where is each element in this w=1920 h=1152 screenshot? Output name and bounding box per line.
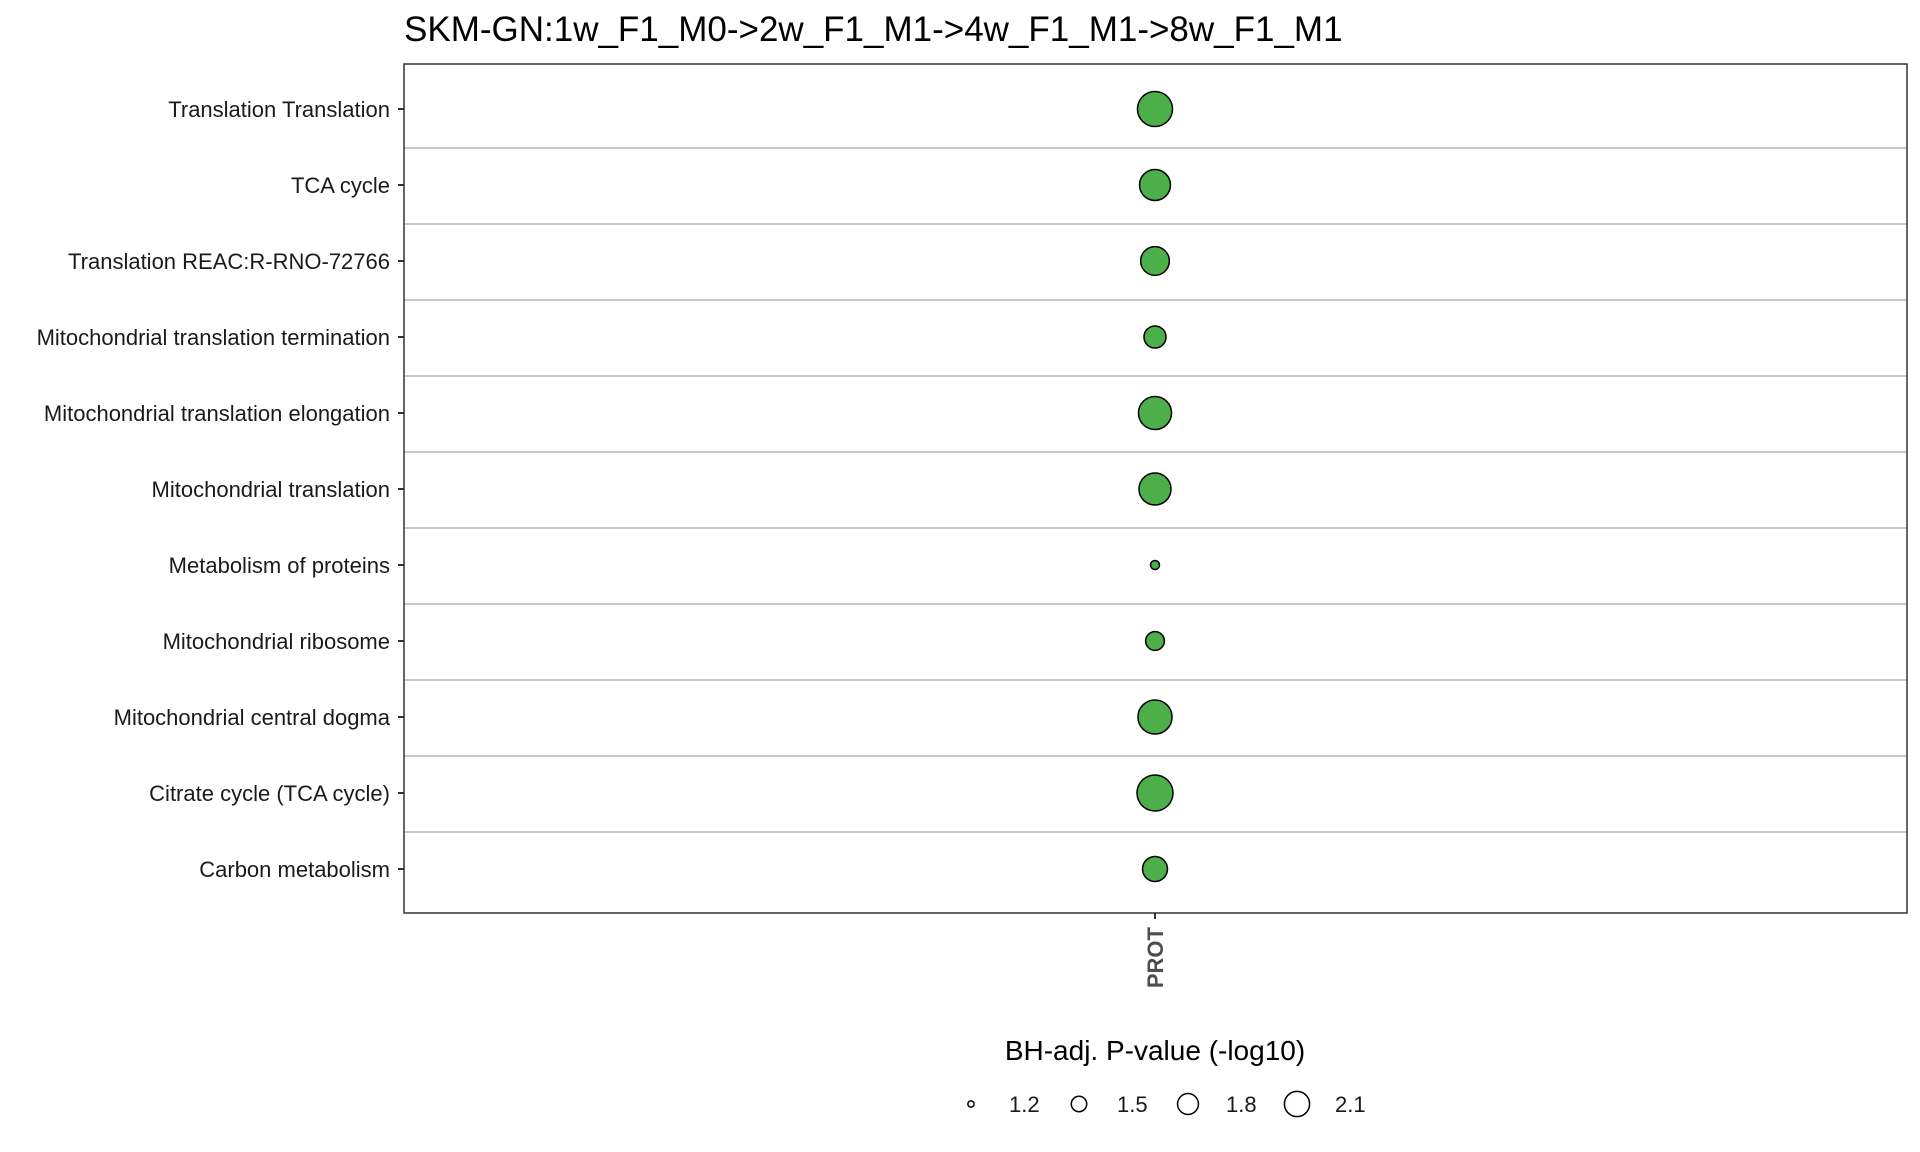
data-point	[1143, 325, 1167, 349]
legend-key	[967, 1100, 975, 1108]
data-point	[1136, 90, 1174, 128]
x-axis: PROT	[1143, 913, 1168, 988]
legend-label: 2.1	[1335, 1092, 1366, 1117]
data-point	[1139, 245, 1171, 277]
data-point	[1149, 559, 1161, 571]
legend-label: 1.5	[1117, 1092, 1148, 1117]
y-tick-label: Citrate cycle (TCA cycle)	[149, 781, 390, 806]
legend-key	[1070, 1095, 1088, 1113]
data-point	[1137, 699, 1173, 735]
legend-label: 1.8	[1226, 1092, 1257, 1117]
data-points	[1136, 90, 1174, 883]
chart-title: SKM-GN:1w_F1_M0->2w_F1_M1->4w_F1_M1->8w_…	[404, 10, 1343, 49]
legend-key	[1176, 1092, 1200, 1116]
y-tick-label: Mitochondrial translation	[152, 477, 390, 502]
legend-key	[1283, 1090, 1311, 1118]
size-legend: BH-adj. P-value (-log10) 1.2 1.5 1.8 2.1	[967, 1035, 1366, 1118]
y-tick-label: TCA cycle	[291, 173, 390, 198]
y-tick-label: Carbon metabolism	[199, 857, 390, 882]
legend-label: 1.2	[1009, 1092, 1040, 1117]
y-axis: Translation Translation TCA cycle Translat…	[37, 97, 404, 882]
legend-title: BH-adj. P-value (-log10)	[1005, 1035, 1305, 1066]
y-tick-label: Mitochondrial translation elongation	[44, 401, 390, 426]
data-point	[1138, 472, 1172, 506]
y-tick-label: Mitochondrial ribosome	[163, 629, 390, 654]
y-tick-label: Translation REAC:R-RNO-72766	[68, 249, 390, 274]
y-tick-label: Metabolism of proteins	[169, 553, 390, 578]
y-tick-label: Translation Translation	[168, 97, 390, 122]
grid-lines	[404, 147, 1907, 833]
y-tick-label: Mitochondrial central dogma	[114, 705, 391, 730]
data-point	[1137, 395, 1173, 431]
x-tick-label: PROT	[1143, 926, 1168, 988]
data-point	[1141, 855, 1169, 883]
y-tick-label: Mitochondrial translation termination	[37, 325, 390, 350]
data-point	[1138, 168, 1172, 202]
data-point	[1144, 630, 1166, 652]
data-point	[1136, 774, 1174, 812]
